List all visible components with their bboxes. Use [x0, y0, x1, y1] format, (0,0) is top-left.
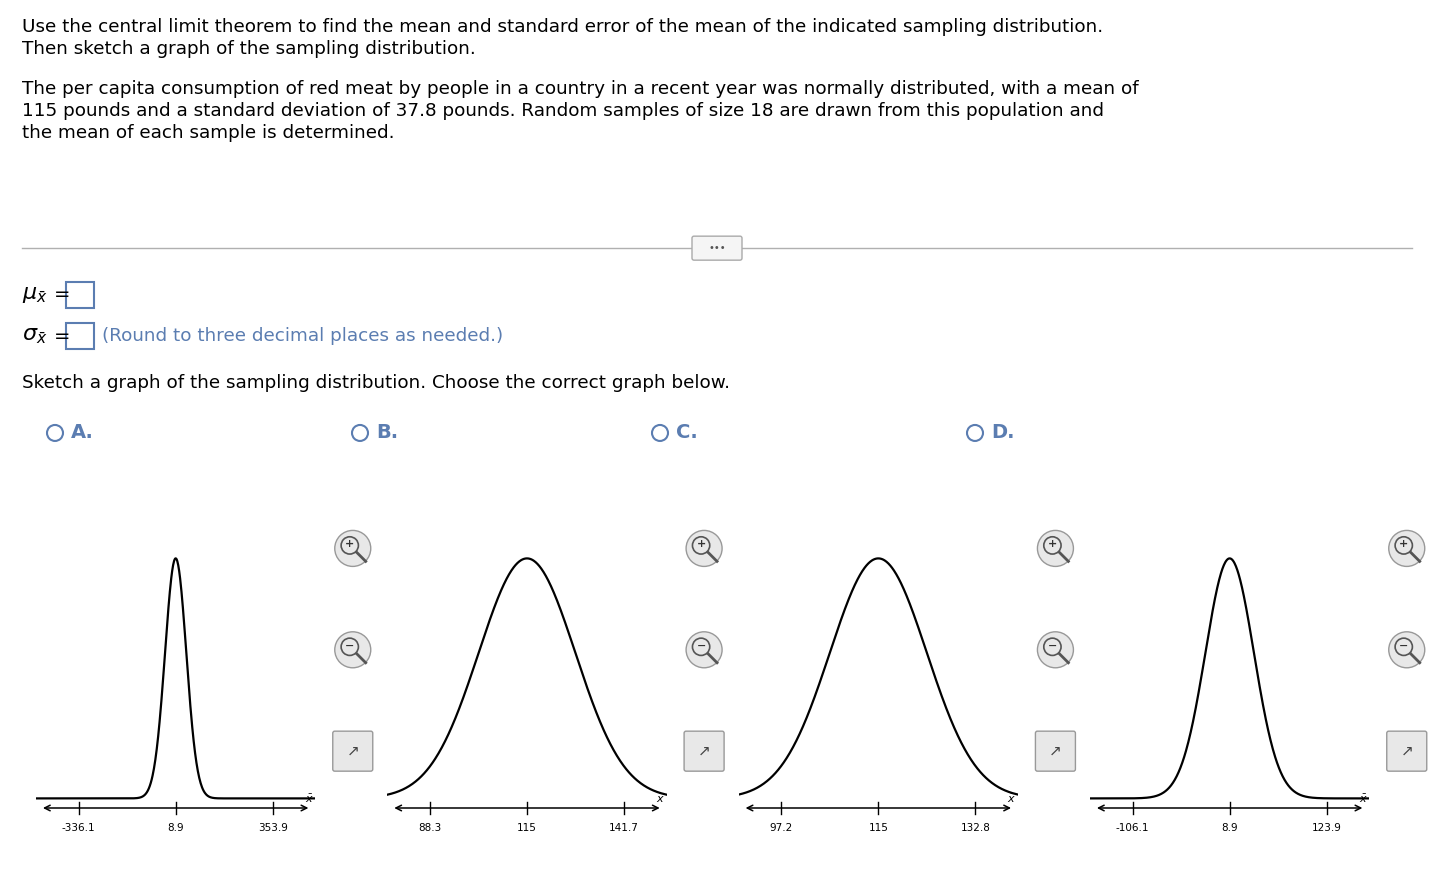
Text: $\bar{x}$: $\bar{x}$: [1359, 793, 1368, 805]
FancyBboxPatch shape: [1387, 731, 1427, 771]
Text: -106.1: -106.1: [1116, 823, 1149, 833]
Text: 132.8: 132.8: [961, 823, 991, 833]
Circle shape: [685, 531, 723, 567]
FancyBboxPatch shape: [1035, 731, 1076, 771]
Circle shape: [1388, 632, 1425, 668]
Circle shape: [685, 632, 723, 668]
Text: $\bar{x}$: $\bar{x}$: [657, 793, 665, 805]
Text: The per capita consumption of red meat by people in a country in a recent year w: The per capita consumption of red meat b…: [22, 80, 1139, 98]
Text: ↗: ↗: [1401, 744, 1412, 759]
Circle shape: [47, 425, 63, 441]
Text: -336.1: -336.1: [62, 823, 96, 833]
Circle shape: [334, 632, 371, 668]
Text: the mean of each sample is determined.: the mean of each sample is determined.: [22, 124, 394, 142]
Text: =: =: [54, 285, 70, 304]
Text: C.: C.: [675, 423, 698, 443]
Text: ↗: ↗: [347, 744, 358, 759]
Text: +: +: [346, 539, 354, 549]
Text: Use the central limit theorem to find the mean and standard error of the mean of: Use the central limit theorem to find th…: [22, 18, 1103, 36]
Text: B.: B.: [376, 423, 399, 443]
Text: •••: •••: [708, 243, 726, 253]
Text: Then sketch a graph of the sampling distribution.: Then sketch a graph of the sampling dist…: [22, 40, 476, 58]
Text: 353.9: 353.9: [258, 823, 288, 833]
Circle shape: [334, 531, 371, 567]
Text: 8.9: 8.9: [1222, 823, 1238, 833]
Text: A.: A.: [72, 423, 93, 443]
FancyBboxPatch shape: [66, 282, 95, 308]
Text: +: +: [1400, 539, 1408, 549]
Text: 97.2: 97.2: [770, 823, 793, 833]
Text: (Round to three decimal places as needed.): (Round to three decimal places as needed…: [102, 327, 503, 345]
Circle shape: [1037, 531, 1074, 567]
Circle shape: [652, 425, 668, 441]
Text: +: +: [697, 539, 706, 549]
Text: −: −: [697, 641, 706, 651]
Text: +: +: [1048, 539, 1057, 549]
Text: 123.9: 123.9: [1312, 823, 1342, 833]
Circle shape: [351, 425, 369, 441]
Text: =: =: [54, 326, 70, 346]
Text: ↗: ↗: [1050, 744, 1061, 759]
Text: $\sigma_{\bar{x}}$: $\sigma_{\bar{x}}$: [22, 326, 47, 346]
Text: 8.9: 8.9: [168, 823, 184, 833]
Text: 88.3: 88.3: [419, 823, 442, 833]
Text: 115 pounds and a standard deviation of 37.8 pounds. Random samples of size 18 ar: 115 pounds and a standard deviation of 3…: [22, 102, 1104, 120]
Text: −: −: [1400, 641, 1408, 651]
Text: 115: 115: [518, 823, 536, 833]
FancyBboxPatch shape: [693, 236, 741, 260]
Text: 115: 115: [869, 823, 888, 833]
Text: −: −: [346, 641, 354, 651]
Text: Sketch a graph of the sampling distribution. Choose the correct graph below.: Sketch a graph of the sampling distribut…: [22, 374, 730, 392]
Circle shape: [1388, 531, 1425, 567]
Text: −: −: [1048, 641, 1057, 651]
Circle shape: [967, 425, 982, 441]
Text: 141.7: 141.7: [609, 823, 640, 833]
Text: ↗: ↗: [698, 744, 710, 759]
Circle shape: [1037, 632, 1074, 668]
Text: D.: D.: [991, 423, 1014, 443]
FancyBboxPatch shape: [333, 731, 373, 771]
FancyBboxPatch shape: [66, 323, 95, 349]
FancyBboxPatch shape: [684, 731, 724, 771]
Text: $\bar{x}$: $\bar{x}$: [1008, 793, 1017, 805]
Text: $\mu_{\bar{x}}$: $\mu_{\bar{x}}$: [22, 285, 47, 304]
Text: $\bar{x}$: $\bar{x}$: [305, 793, 314, 805]
